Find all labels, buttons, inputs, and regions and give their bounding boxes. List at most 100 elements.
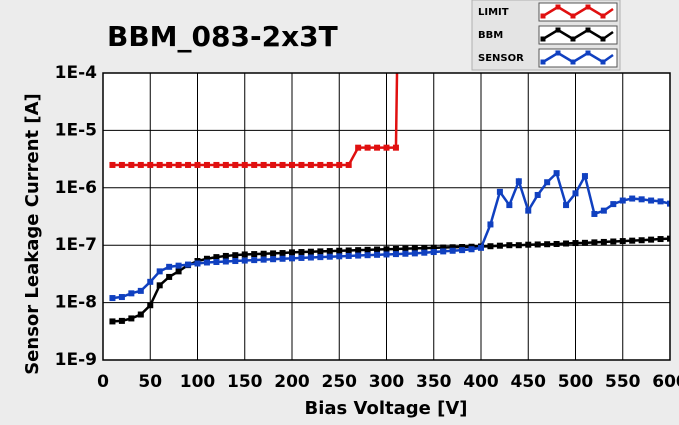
legend-marker [555,4,561,10]
data-point [468,246,475,253]
data-point [345,252,352,259]
data-point [440,248,447,255]
data-point [118,317,125,324]
data-point [147,278,154,285]
data-point [307,254,314,261]
data-point [241,161,248,168]
data-point [317,248,324,255]
legend-marker [570,59,576,65]
legend-label: LIMIT [478,7,509,18]
data-point [600,207,607,214]
data-point [496,242,503,249]
legend-marker [540,59,546,65]
data-point [260,250,267,257]
data-point [147,302,154,309]
data-point [203,161,210,168]
data-point [156,161,163,168]
data-point [534,241,541,248]
legend-marker [570,13,576,19]
data-point [515,242,522,249]
data-point [109,161,116,168]
data-point [563,202,570,209]
data-point [355,247,362,254]
data-point [166,161,173,168]
data-point [383,246,390,253]
data-point [600,238,607,245]
data-point [109,318,116,325]
data-point [298,249,305,256]
data-point [553,240,560,247]
data-point [553,170,560,177]
data-point [307,248,314,255]
data-point [279,250,286,257]
x-tick-label: 300 [369,372,405,392]
legend-marker [555,27,561,33]
data-point [638,196,645,203]
data-point [317,254,324,261]
x-axis-label: Bias Voltage [V] [305,398,468,419]
data-point [374,144,381,151]
x-tick-label: 500 [558,372,594,392]
data-point [289,255,295,262]
data-point [232,258,239,265]
data-point [336,247,343,254]
data-point [326,248,333,255]
data-point [137,161,144,168]
data-point [544,179,551,186]
data-point [194,161,201,168]
data-point [317,161,324,168]
data-point [374,251,381,258]
data-point [525,207,532,214]
x-tick-label: 200 [274,372,310,392]
data-point [563,240,570,247]
data-point [298,161,305,168]
data-point [128,161,135,168]
data-point [496,188,503,195]
data-point [109,295,116,302]
data-point [525,241,532,248]
data-point [395,13,401,19]
legend-marker [600,13,606,19]
data-point [610,201,617,208]
y-tick-label: 1E-6 [55,178,97,198]
data-point [232,161,239,168]
x-tick-label: 250 [322,372,358,392]
x-tick-label: 600 [652,372,679,392]
x-tick-label: 550 [605,372,641,392]
data-point [534,191,541,198]
data-point [213,254,220,261]
data-point [421,249,428,256]
data-point [203,255,210,262]
data-point [241,257,248,264]
data-point [289,249,295,256]
data-point [307,161,314,168]
y-tick-label: 1E-4 [55,63,97,83]
data-point [251,257,258,264]
data-point [544,241,551,248]
legend-marker [555,50,561,56]
data-point [383,251,390,258]
data-point [194,260,201,267]
y-tick-label: 1E-5 [55,120,97,140]
data-point [118,161,125,168]
data-point [147,161,154,168]
y-tick-label: 1E-8 [55,293,97,313]
data-point [421,245,428,252]
data-point [430,249,437,256]
data-point [667,235,670,242]
x-tick-label: 450 [511,372,547,392]
legend-marker [600,59,606,65]
legend-marker [585,50,591,56]
data-point [449,244,456,251]
data-point [506,202,513,209]
data-point [137,311,144,318]
data-point [222,258,229,265]
data-point [629,195,636,202]
x-tick-label: 100 [180,372,216,392]
y-axis-label: Sensor Leakage Current [A] [22,93,43,375]
data-point [213,258,220,265]
legend-label: BBM [478,30,503,41]
legend-marker [600,36,606,42]
data-point [326,161,333,168]
